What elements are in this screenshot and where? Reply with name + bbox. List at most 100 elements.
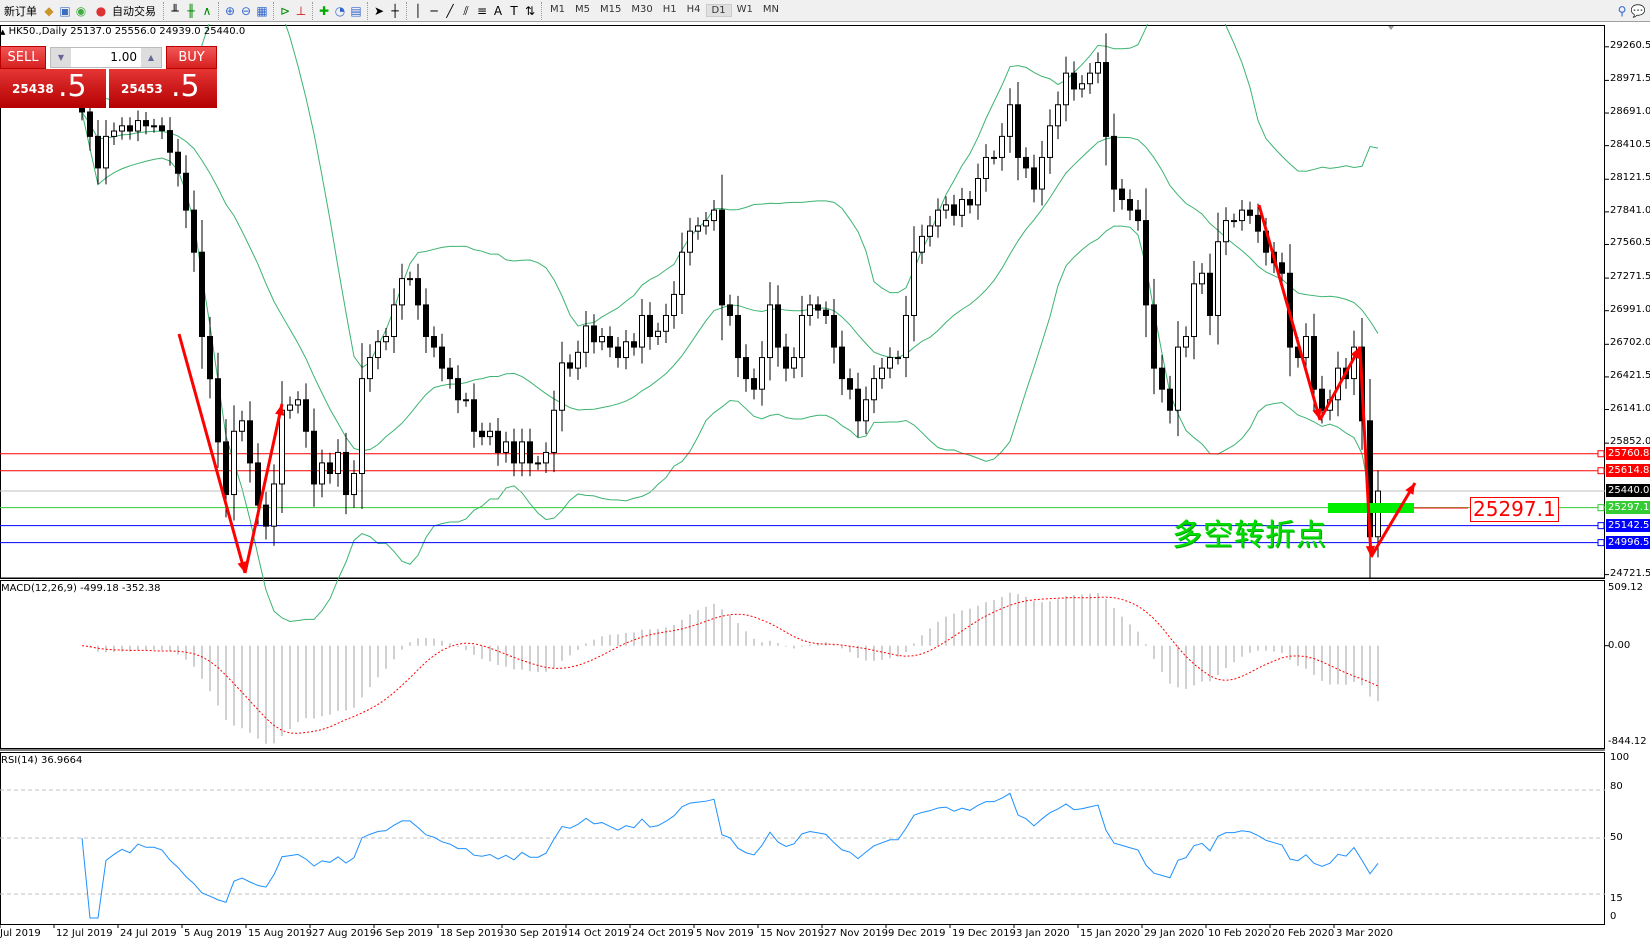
candle-body <box>1071 72 1077 90</box>
tile-windows-icon[interactable]: ▦ <box>256 3 268 18</box>
price-tick-label: 26141.0 <box>1610 402 1650 414</box>
periods-icon[interactable]: ◔ <box>334 3 346 18</box>
candle-body <box>639 314 645 348</box>
candle-body <box>1015 104 1021 158</box>
date-tick-label: 3 Jan 2020 <box>1016 928 1070 939</box>
level-price-tag: 25297.1 <box>1606 500 1650 514</box>
candle-body <box>111 130 117 137</box>
red-arrow-down-head <box>1365 545 1376 557</box>
candle-body <box>399 278 405 306</box>
timeframe-m5[interactable]: M5 <box>575 4 590 15</box>
rsi-axis-label: 100 <box>1610 752 1630 763</box>
arrows-icon[interactable]: ⇅ <box>524 3 536 18</box>
candle-body <box>991 156 997 159</box>
date-tick-label: 5 Aug 2019 <box>184 928 242 939</box>
candle-body <box>1191 283 1197 338</box>
candle-body <box>959 199 965 216</box>
buy-button[interactable]: BUY <box>166 46 217 69</box>
buy-price[interactable]: 25453 .5 <box>109 69 217 108</box>
candle-body <box>943 204 949 211</box>
date-tick-label: 6 Sep 2019 <box>376 928 434 939</box>
candle-body <box>1319 388 1325 411</box>
candle-body <box>159 125 165 132</box>
red-arrow-up-head <box>1405 483 1415 495</box>
sell-button[interactable]: SELL <box>0 46 46 69</box>
candle-body <box>175 151 181 174</box>
date-tick-label: 5 Nov 2019 <box>696 928 754 939</box>
candle-body <box>311 430 317 485</box>
sell-price[interactable]: 25438 .5 <box>0 69 106 108</box>
search-icon[interactable]: ⚲ <box>1617 3 1627 18</box>
price-tick-label: 24721.5 <box>1610 567 1650 579</box>
navigator-icon[interactable]: ▣ <box>59 3 71 18</box>
new-order-button[interactable]: 新订单 <box>0 1 41 21</box>
candlestick-icon[interactable]: ╫ <box>187 3 195 18</box>
date-tick-label: 19 Dec 2019 <box>952 928 1016 939</box>
crosshair-icon[interactable]: ┼ <box>391 3 399 18</box>
channel-icon[interactable]: ⫽ <box>463 3 469 18</box>
candle-body <box>495 430 501 453</box>
volume-stepper[interactable]: ▼ 1.00 ▲ <box>50 47 162 68</box>
auto-scroll-icon[interactable]: ⊳ <box>279 3 291 18</box>
timeframe-m30[interactable]: M30 <box>631 4 653 15</box>
volume-input[interactable]: 1.00 <box>110 50 137 64</box>
collapse-icon[interactable]: ▲ <box>0 28 6 36</box>
price-tick-label: 26421.5 <box>1610 369 1650 381</box>
line-chart-icon[interactable]: ∧ <box>202 3 212 18</box>
date-tick-label: 27 Nov 2019 <box>824 928 889 939</box>
candle-body <box>543 451 549 464</box>
candle-body <box>151 125 157 128</box>
candle-body <box>1255 214 1261 232</box>
signal-icon[interactable]: ◉ <box>75 3 87 18</box>
toolbar: 新订单 ◆ ▣ ◉ ● 自动交易 ╨ ╫ ∧ ⊕ ⊖ ▦ ⊳ ⊥ ✚ ◔ ▤ ➤ … <box>0 0 1650 22</box>
date-tick-label: 15 Aug 2019 <box>248 928 313 939</box>
macd-axis-label: 0.00 <box>1608 640 1631 651</box>
auto-trading-button[interactable]: ● 自动交易 <box>89 1 160 21</box>
vertical-line-icon[interactable]: │ <box>414 3 422 18</box>
trendline-icon[interactable]: ╱ <box>446 3 454 18</box>
candle-body <box>103 135 109 169</box>
candle-body <box>511 441 517 464</box>
timeframe-m15[interactable]: M15 <box>600 4 622 15</box>
bar-chart-icon[interactable]: ╨ <box>171 3 179 18</box>
rsi-label: RSI(14) 36.9664 <box>1 755 83 766</box>
templates-icon[interactable]: ▤ <box>350 3 362 18</box>
candle-body <box>551 409 557 453</box>
volume-up-icon[interactable]: ▲ <box>141 48 161 67</box>
zoom-in-icon[interactable]: ⊕ <box>224 3 236 18</box>
timeframe-h1[interactable]: H1 <box>662 4 677 15</box>
candle-body <box>95 135 101 169</box>
candle-body <box>191 209 197 253</box>
chart-shift-icon[interactable]: ⊥ <box>295 3 307 18</box>
timeframe-h4[interactable]: H4 <box>686 4 701 15</box>
volume-down-icon[interactable]: ▼ <box>51 48 71 67</box>
candle-body <box>1247 209 1253 216</box>
pencil-icon[interactable]: ◆ <box>44 3 54 18</box>
text-label-icon[interactable]: T <box>510 3 518 18</box>
separator <box>541 1 542 20</box>
candle-body <box>295 399 301 406</box>
candle-body <box>527 441 533 464</box>
cursor-icon[interactable]: ➤ <box>373 3 385 18</box>
zoom-out-icon[interactable]: ⊖ <box>240 3 252 18</box>
candle-body <box>975 177 981 206</box>
candle-body <box>487 430 493 438</box>
chat-icon[interactable]: 💬 <box>1630 3 1646 18</box>
chart-canvas[interactable] <box>0 24 1650 942</box>
timeframe-d1[interactable]: D1 <box>705 4 732 17</box>
separator <box>218 1 219 20</box>
timeframe-m1[interactable]: M1 <box>550 4 565 15</box>
fibonacci-icon[interactable]: ≡ <box>476 3 488 18</box>
indicators-icon[interactable]: ✚ <box>318 3 330 18</box>
timeframe-w1[interactable]: W1 <box>736 4 753 15</box>
candle-body <box>263 504 269 527</box>
horizontal-line-icon[interactable]: ─ <box>430 3 438 18</box>
candle-body <box>1079 83 1085 90</box>
candle-body <box>87 111 93 137</box>
timeframe-mn[interactable]: MN <box>762 4 779 15</box>
candle-body <box>607 336 613 348</box>
candle-body <box>727 304 733 316</box>
text-icon[interactable]: A <box>493 3 503 18</box>
buy-price-main: 25453 <box>121 82 163 96</box>
candle-body <box>783 346 789 369</box>
